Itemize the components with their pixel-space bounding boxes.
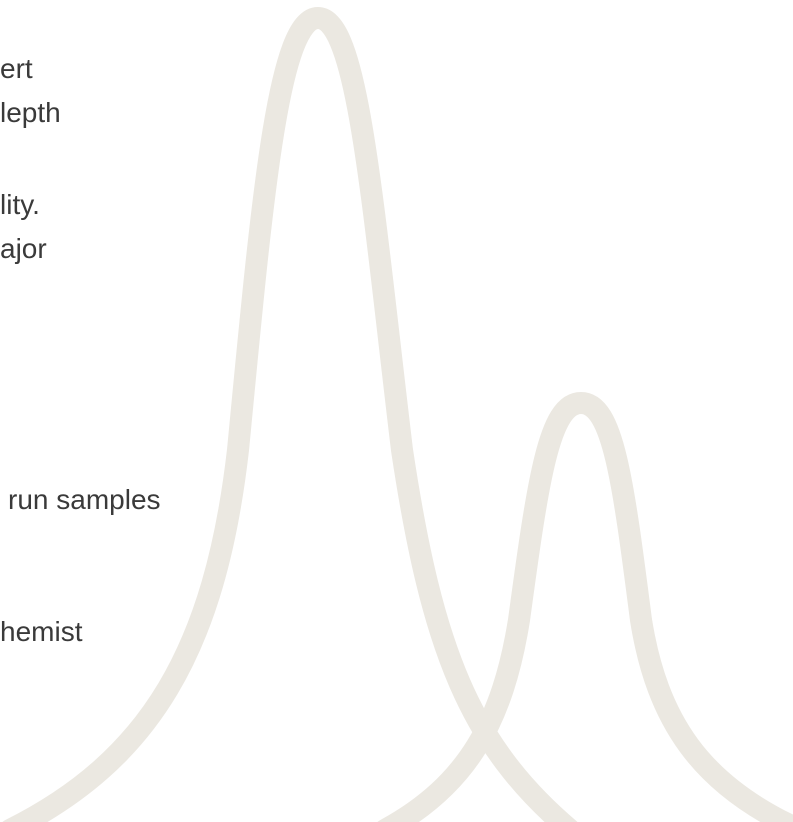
text-line: lepth xyxy=(0,97,61,128)
text-line: ajor xyxy=(0,233,47,264)
text-line: ert xyxy=(0,53,33,84)
large-peak xyxy=(2,6,578,822)
text-line: run samples xyxy=(8,484,161,515)
small-peak xyxy=(377,391,793,822)
text-line: hemist xyxy=(0,616,83,647)
text-line: lity. xyxy=(0,189,40,220)
